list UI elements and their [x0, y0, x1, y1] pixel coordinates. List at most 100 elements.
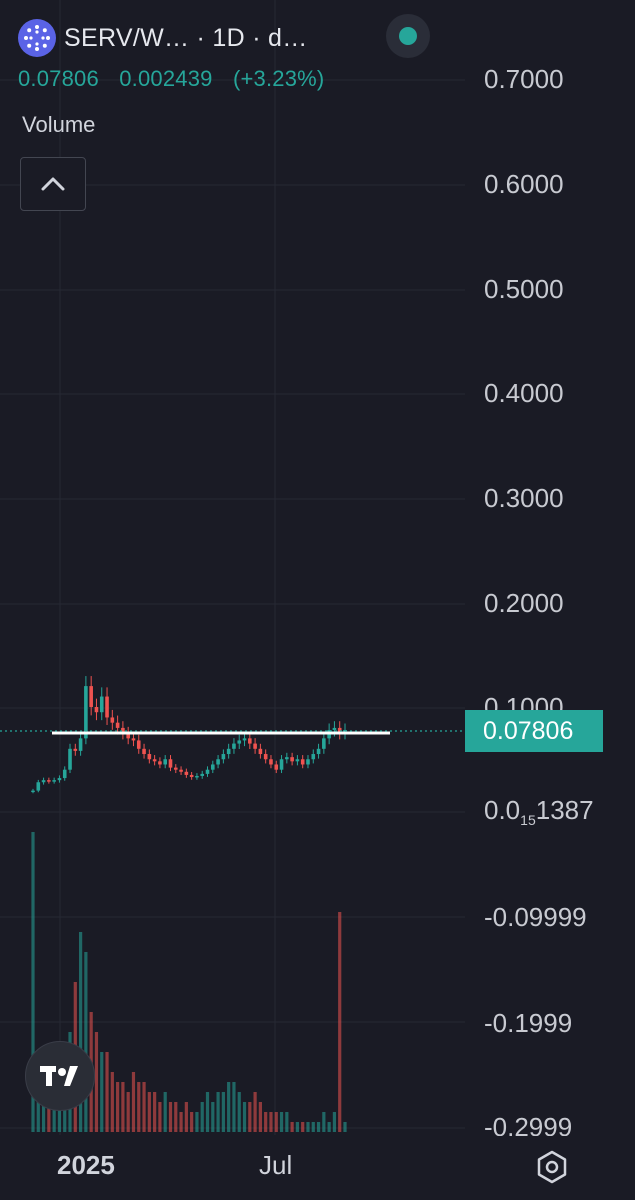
volume-bar [116, 1082, 120, 1132]
collapse-indicators-button[interactable] [20, 157, 86, 211]
time-axis-label: Jul [259, 1150, 293, 1180]
candle-body [253, 743, 257, 749]
volume-bar [285, 1112, 289, 1132]
symbol-title[interactable]: SERV/W… · 1D · d… [64, 23, 308, 52]
volume-bar [100, 1052, 104, 1132]
price-axis-label: -0.1999 [484, 1008, 573, 1038]
candle-body [237, 740, 242, 744]
tradingview-logo-icon[interactable] [25, 1041, 95, 1111]
price-axis-label: 0.2000 [484, 588, 564, 618]
live-status-button[interactable] [386, 14, 430, 58]
candle-body [126, 733, 130, 739]
candle-body [232, 743, 236, 749]
volume-bar [195, 1112, 199, 1132]
candle-body [121, 727, 125, 734]
candle-body [99, 696, 104, 713]
settings-hexagon-icon [537, 1150, 567, 1184]
volume-bar [190, 1112, 194, 1132]
candle-body [332, 727, 337, 730]
volume-bar [327, 1122, 331, 1132]
last-price: 0.07806 [18, 66, 99, 91]
candle-body [221, 754, 226, 760]
candle-body [168, 759, 173, 768]
volume-bar [94, 1032, 99, 1132]
candle-body [316, 748, 321, 755]
time-axis-label: 2025 [57, 1150, 115, 1180]
volume-bar [306, 1122, 310, 1132]
current-price-tag: 0.07806 [465, 710, 603, 752]
candle-body [337, 727, 342, 734]
price-change: 0.002439 [119, 66, 213, 91]
candle-body [163, 759, 168, 765]
volume-bar [221, 1092, 225, 1132]
candle-body [36, 782, 41, 791]
candle-body [189, 774, 194, 778]
volume-bar [258, 1102, 262, 1132]
volume-bar [205, 1092, 210, 1132]
volume-bar [84, 952, 88, 1132]
candle-body [142, 748, 146, 755]
candle-body [195, 775, 199, 778]
candle-body [89, 686, 93, 707]
volume-bar [237, 1092, 241, 1132]
price-axis-label: 0.4000 [484, 378, 564, 408]
candle-body [73, 748, 78, 751]
candle-body [62, 769, 67, 779]
candle-body [152, 759, 157, 762]
volume-bar [105, 1052, 109, 1132]
price-axis-label: 0.7000 [484, 64, 564, 94]
volume-bar [301, 1122, 305, 1132]
candle-body [115, 722, 120, 728]
candle-body [57, 778, 62, 781]
candle-body [269, 759, 273, 765]
candle-body [47, 780, 51, 782]
price-axis-label: 0.3000 [484, 483, 564, 513]
candle-body [110, 717, 115, 723]
candle-body [279, 759, 284, 770]
live-status-dot [399, 27, 417, 45]
chevron-up-icon [41, 177, 65, 191]
volume-bar [295, 1122, 300, 1132]
volume-indicator-label[interactable]: Volume [22, 112, 96, 137]
volume-bar [174, 1102, 178, 1132]
volume-bar [227, 1082, 231, 1132]
candle-body [274, 764, 279, 770]
volume-bar [311, 1122, 315, 1132]
candle-body [84, 686, 88, 739]
volume-bar [158, 1102, 162, 1132]
candle-body [258, 748, 263, 755]
volume-bar [31, 832, 35, 1132]
candle-body [242, 738, 247, 741]
volume-bar [179, 1112, 183, 1132]
candle-body [263, 754, 268, 760]
price-axis-label: 0.5000 [484, 274, 564, 304]
volume-bar [184, 1102, 188, 1132]
candle-body [147, 754, 152, 760]
volume-bar [131, 1072, 136, 1132]
volume-bar [279, 1112, 284, 1132]
candle-body [226, 748, 231, 755]
symbol-header[interactable]: SERV/W… · 1D · d… [18, 18, 308, 58]
candle-body [31, 790, 35, 793]
volume-bar [322, 1112, 326, 1132]
volume-bar [248, 1102, 252, 1132]
volume-bar [253, 1092, 257, 1132]
candle-body [136, 740, 141, 749]
volume-bar [200, 1102, 204, 1132]
volume-bar [121, 1082, 125, 1132]
volume-bar [153, 1092, 157, 1132]
candle-body [248, 738, 252, 744]
volume-bar [137, 1082, 141, 1132]
price-axis-label: -0.09999 [484, 902, 587, 932]
chart-settings-button[interactable] [533, 1148, 571, 1186]
volume-bar [338, 912, 342, 1132]
candle-body [285, 757, 289, 760]
candle-body [205, 769, 210, 774]
volume-bar [142, 1082, 146, 1132]
quote-line: 0.07806 0.002439 (+3.23%) [18, 66, 338, 92]
volume-bar [242, 1102, 247, 1132]
volume-bar [264, 1112, 268, 1132]
candle-body [52, 780, 56, 782]
volume-bar [36, 1082, 40, 1132]
candle-body [184, 771, 189, 775]
